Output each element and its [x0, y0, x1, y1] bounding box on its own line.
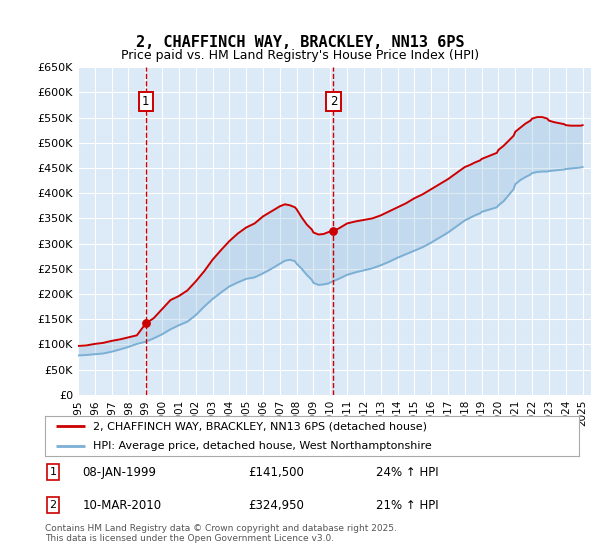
Text: Contains HM Land Registry data © Crown copyright and database right 2025.
This d: Contains HM Land Registry data © Crown c… — [45, 524, 397, 543]
Text: 08-JAN-1999: 08-JAN-1999 — [82, 465, 157, 479]
Text: Price paid vs. HM Land Registry's House Price Index (HPI): Price paid vs. HM Land Registry's House … — [121, 49, 479, 62]
Text: 24% ↑ HPI: 24% ↑ HPI — [376, 465, 439, 479]
Text: 1: 1 — [50, 467, 56, 477]
Text: 21% ↑ HPI: 21% ↑ HPI — [376, 498, 439, 512]
Point — [329, 227, 338, 236]
Text: 2, CHAFFINCH WAY, BRACKLEY, NN13 6PS: 2, CHAFFINCH WAY, BRACKLEY, NN13 6PS — [136, 35, 464, 50]
Text: 2: 2 — [330, 95, 337, 108]
Text: £141,500: £141,500 — [248, 465, 304, 479]
Point — [141, 319, 151, 328]
Text: 2: 2 — [49, 500, 56, 510]
Text: £324,950: £324,950 — [248, 498, 304, 512]
Text: 1: 1 — [142, 95, 149, 108]
Text: 2, CHAFFINCH WAY, BRACKLEY, NN13 6PS (detached house): 2, CHAFFINCH WAY, BRACKLEY, NN13 6PS (de… — [93, 421, 427, 431]
Text: HPI: Average price, detached house, West Northamptonshire: HPI: Average price, detached house, West… — [93, 441, 432, 451]
Text: 10-MAR-2010: 10-MAR-2010 — [82, 498, 161, 512]
